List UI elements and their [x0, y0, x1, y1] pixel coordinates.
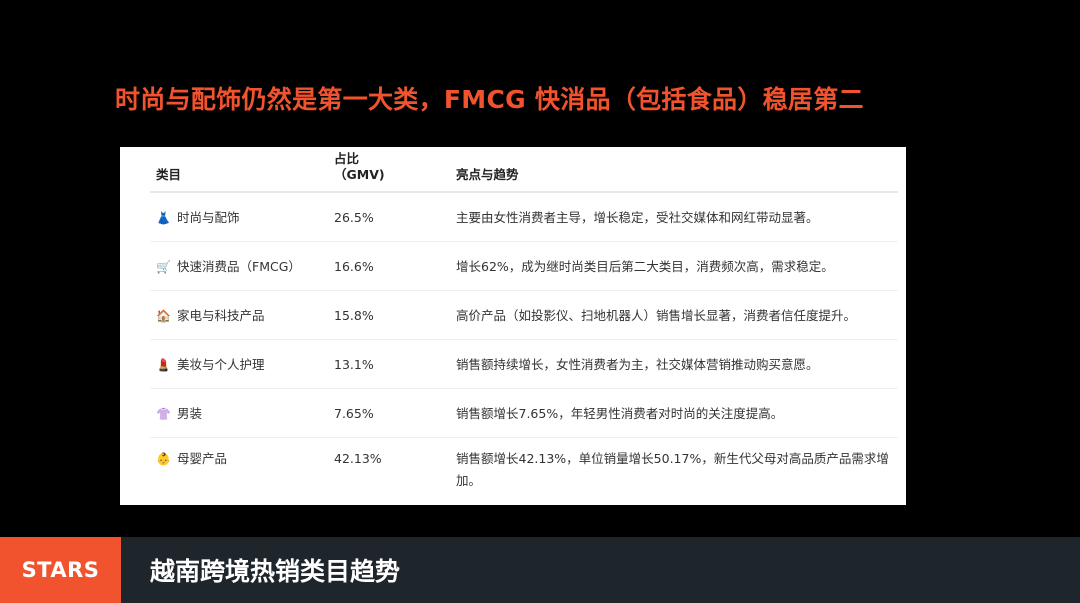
share-cell: 7.65%: [328, 388, 450, 438]
category-name: 时尚与配饰: [177, 210, 240, 225]
dress-icon: 👗: [156, 211, 171, 225]
header-highlights: 亮点与趋势: [450, 151, 898, 193]
header-share: 占比 （GMV): [328, 151, 450, 193]
highlight-cell: 增长62%，成为继时尚类目后第二大类目，消费频次高，需求稳定。: [450, 241, 898, 291]
highlight-cell: 销售额持续增长，女性消费者为主，社交媒体营销推动购买意愿。: [450, 339, 898, 389]
table-row: 👗 时尚与配饰 26.5% 主要由女性消费者主导，增长稳定，受社交媒体和网红带动显…: [150, 192, 898, 242]
category-cell: 👗 时尚与配饰: [150, 192, 328, 242]
category-name: 美妆与个人护理: [177, 357, 265, 372]
highlight-cell: 高价产品（如投影仪、扫地机器人）销售增长显著，消费者信任度提升。: [450, 290, 898, 340]
category-table: 类目 占比 （GMV) 亮点与趋势 👗 时尚与配饰 26.5% 主要由女性消费者主…: [150, 151, 898, 504]
share-cell: 42.13%: [334, 451, 382, 466]
category-name: 快速消费品（FMCG）: [177, 259, 301, 274]
house-icon: 🏠: [156, 309, 171, 323]
shopping-cart-icon: 🛒: [156, 260, 171, 274]
share-cell: 26.5%: [328, 192, 450, 242]
stars-logo: STARS: [0, 537, 121, 603]
category-table-panel: 类目 占比 （GMV) 亮点与趋势 👗 时尚与配饰 26.5% 主要由女性消费者主…: [120, 147, 906, 505]
header-category: 类目: [150, 151, 328, 193]
category-cell: 🛒 快速消费品（FMCG）: [150, 241, 328, 291]
table-header-row: 类目 占比 （GMV) 亮点与趋势: [150, 151, 898, 193]
table-row: 🏠 家电与科技产品 15.8% 高价产品（如投影仪、扫地机器人）销售增长显著，消费…: [150, 290, 898, 340]
table-row: 👚 男装 7.65% 销售额增长7.65%，年轻男性消费者对时尚的关注度提高。: [150, 388, 898, 438]
shirt-icon: 👚: [156, 407, 171, 421]
category-cell: 🏠 家电与科技产品: [150, 290, 328, 340]
category-name: 母婴产品: [177, 451, 228, 466]
baby-icon: 👶: [156, 452, 171, 466]
slide-title: 时尚与配饰仍然是第一大类，FMCG 快消品（包括食品）稳居第二: [115, 85, 864, 114]
table-row: 👶 母婴产品 42.13% 销售额增长42.13%，单位销量增长50.17%，新生…: [150, 438, 898, 505]
highlight-cell: 主要由女性消费者主导，增长稳定，受社交媒体和网红带动显著。: [450, 192, 898, 242]
share-cell: 16.6%: [328, 241, 450, 291]
highlight-cell: 销售额增长7.65%，年轻男性消费者对时尚的关注度提高。: [450, 388, 898, 438]
category-cell: 💄 美妆与个人护理: [150, 339, 328, 389]
share-cell: 13.1%: [328, 339, 450, 389]
share-cell: 15.8%: [328, 290, 450, 340]
footer-bar: STARS 越南跨境热销类目趋势: [0, 537, 1080, 603]
lipstick-icon: 💄: [156, 358, 171, 372]
highlight-cell: 销售额增长42.13%，单位销量增长50.17%，新生代父母对高品质产品需求增加…: [456, 451, 889, 488]
category-cell: 👚 男装: [150, 388, 328, 438]
table-row: 🛒 快速消费品（FMCG） 16.6% 增长62%，成为继时尚类目后第二大类目，消…: [150, 241, 898, 291]
table-row: 💄 美妆与个人护理 13.1% 销售额持续增长，女性消费者为主，社交媒体营销推动购…: [150, 339, 898, 389]
footer-title: 越南跨境热销类目趋势: [150, 557, 401, 586]
category-cell: 👶 母婴产品: [150, 438, 328, 505]
category-name: 家电与科技产品: [177, 308, 265, 323]
category-name: 男装: [177, 406, 203, 421]
